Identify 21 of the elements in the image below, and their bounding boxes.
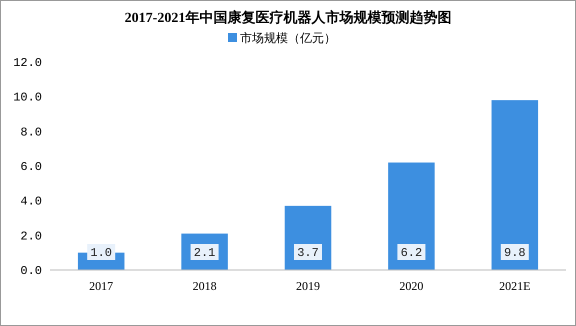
chart-title: 2017-2021年中国康复医疗机器人市场规模预测趋势图 xyxy=(124,9,452,26)
y-tick-label: 12.0 xyxy=(13,56,42,70)
x-tick-label: 2020 xyxy=(399,279,424,293)
bar xyxy=(492,100,538,270)
y-tick-label: 10.0 xyxy=(13,90,42,105)
text: 1.0 xyxy=(90,246,112,260)
x-tick-label: 2019 xyxy=(296,279,320,293)
legend-label: 市场规模（亿元） xyxy=(240,31,336,45)
y-tick-label: 2.0 xyxy=(20,229,42,244)
x-tick-label: 2017 xyxy=(89,279,114,293)
y-tick-label: 6.0 xyxy=(20,160,42,174)
text: 9.8 xyxy=(504,246,526,260)
text: 6.2 xyxy=(400,246,422,260)
y-tick-label: 4.0 xyxy=(20,194,42,209)
x-tick-label: 2018 xyxy=(192,279,217,293)
bar xyxy=(388,162,435,270)
y-tick-label: 8.0 xyxy=(20,125,42,140)
y-tick-label: 0.0 xyxy=(20,264,42,278)
text: 3.7 xyxy=(297,246,319,260)
x-tick-label: 2021E xyxy=(499,279,530,293)
text: 2.1 xyxy=(194,246,216,260)
